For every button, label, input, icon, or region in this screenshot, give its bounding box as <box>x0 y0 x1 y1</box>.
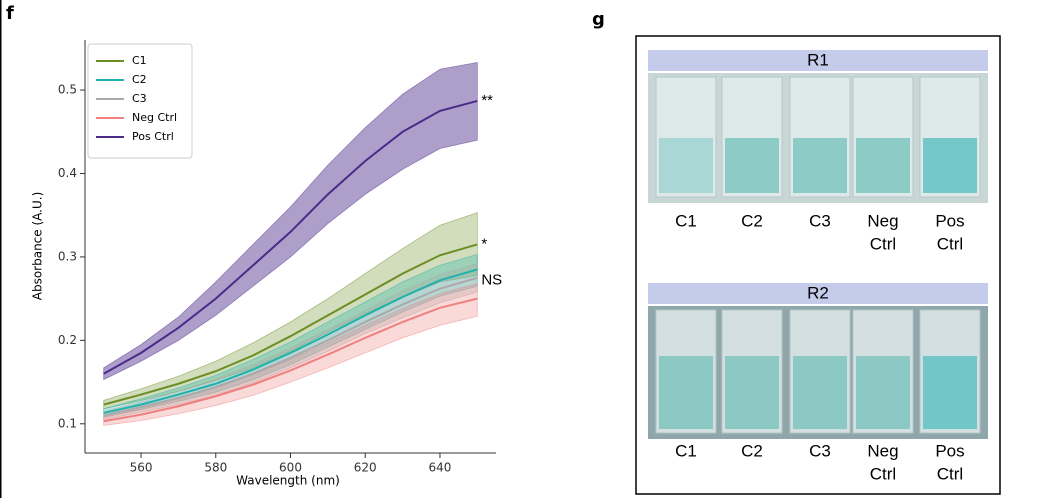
panel-frame <box>635 35 1001 495</box>
liquid <box>856 138 910 193</box>
row-title: R1 <box>807 50 829 69</box>
significance-label: NS <box>481 272 502 289</box>
liquid <box>659 356 713 429</box>
cuvette-label: Pos <box>935 441 964 460</box>
cuvette-label: C2 <box>741 211 763 230</box>
cuvette-label: C2 <box>741 441 763 460</box>
panel-label: f <box>6 3 14 24</box>
y-axis-label: Absorbance (A.U.) <box>31 192 45 301</box>
x-tick-label: 580 <box>204 461 227 475</box>
y-tick-label: 0.2 <box>58 333 77 347</box>
legend-box <box>87 43 193 159</box>
cuvette-label: C3 <box>809 441 831 460</box>
line <box>103 99 478 375</box>
significance-label: ** <box>481 92 493 109</box>
legend-label: C1 <box>132 54 147 67</box>
liquid <box>793 356 847 429</box>
cuvette-label: Ctrl <box>870 464 896 483</box>
x-tick-label: 620 <box>354 461 377 475</box>
liquid <box>725 138 779 193</box>
liquid <box>923 138 977 193</box>
row-title: R2 <box>807 283 829 302</box>
liquid <box>725 356 779 429</box>
liquid <box>856 356 910 429</box>
legend-label: Neg Ctrl <box>132 111 177 124</box>
cuvette-label: Pos <box>935 211 964 230</box>
cuvette-label: C3 <box>809 211 831 230</box>
cuvette-label: Neg <box>867 441 898 460</box>
cuvette-label: Ctrl <box>937 464 963 483</box>
liquid <box>659 138 713 193</box>
legend-label: C3 <box>132 92 147 105</box>
y-tick-label: 0.5 <box>58 83 77 97</box>
cuvette-label: Ctrl <box>870 234 896 253</box>
x-tick-label: 560 <box>130 461 153 475</box>
line <box>103 297 478 423</box>
x-axis-label: Wavelength (nm) <box>236 474 340 488</box>
cuvette-label: C1 <box>675 441 697 460</box>
x-tick-label: 600 <box>279 461 302 475</box>
line <box>103 243 478 406</box>
y-tick-label: 0.3 <box>58 249 77 263</box>
cuvette-label: Neg <box>867 211 898 230</box>
liquid <box>793 138 847 193</box>
photo-panel: R1 C1 C2 C3 Neg Ctrl Pos Ctrl R2 C1 C2 C3 Neg Ctrl Pos… <box>648 50 988 483</box>
cuvette-label: C1 <box>675 211 697 230</box>
y-tick-label: 0.4 <box>58 166 77 180</box>
panel-label: g <box>592 9 605 30</box>
legend-label: C2 <box>132 73 147 86</box>
row-header <box>648 50 988 71</box>
line <box>103 276 478 417</box>
row-header <box>648 283 988 304</box>
x-tick-label: 640 <box>429 461 452 475</box>
liquid <box>923 356 977 429</box>
legend-label: Pos Ctrl <box>132 130 174 143</box>
line <box>103 268 478 414</box>
confidence-band <box>103 62 478 381</box>
significance-label: * <box>481 235 487 252</box>
legend: C1 C2 C3 Neg Ctrl Pos Ctrl <box>87 43 193 159</box>
y-tick-label: 0.1 <box>58 416 77 430</box>
cuvette-label: Ctrl <box>937 234 963 253</box>
